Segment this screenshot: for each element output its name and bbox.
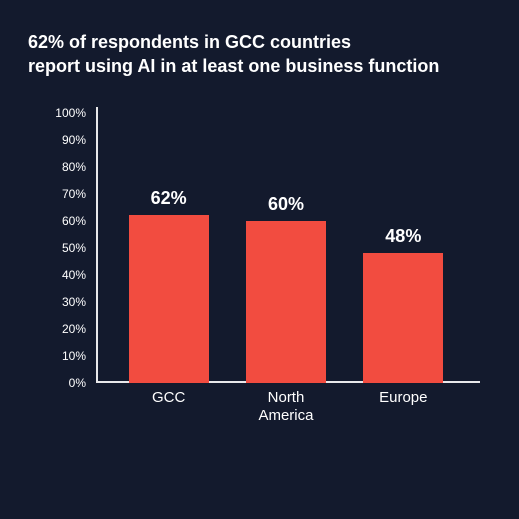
bar-slot: 60% [228, 194, 344, 383]
y-tick: 50% [46, 241, 86, 255]
y-tick: 90% [46, 133, 86, 147]
bar-slot: 48% [345, 226, 461, 383]
bar-value-label: 60% [268, 194, 304, 215]
y-tick: 70% [46, 187, 86, 201]
title-line-1: 62% of respondents in GCC countries [28, 30, 491, 54]
bar-value-label: 48% [385, 226, 421, 247]
bars-container: 62% 60% 48% [96, 113, 476, 383]
bar-value-label: 62% [151, 188, 187, 209]
bar [129, 215, 209, 382]
bar-chart: 0%10%20%30%40%50%60%70%80%90%100% 62%60%… [46, 113, 476, 413]
chart-canvas: 62% of respondents in GCC countries repo… [0, 0, 519, 519]
y-tick: 30% [46, 295, 86, 309]
x-axis-label: GCC [111, 389, 227, 425]
y-tick: 60% [46, 214, 86, 228]
y-tick: 0% [46, 376, 86, 390]
bar [246, 221, 326, 383]
y-tick: 80% [46, 160, 86, 174]
chart-title: 62% of respondents in GCC countries repo… [28, 30, 491, 79]
y-axis: 0%10%20%30%40%50%60%70%80%90%100% [46, 113, 96, 383]
y-tick: 40% [46, 268, 86, 282]
x-labels: GCCNorth AmericaEurope [96, 389, 476, 425]
bar-slot: 62% [111, 188, 227, 382]
bar [363, 253, 443, 383]
y-tick: 100% [46, 106, 86, 120]
x-axis-label: Europe [345, 389, 461, 425]
x-axis-label: North America [228, 389, 344, 425]
title-line-2: report using AI in at least one business… [28, 54, 491, 78]
y-tick: 10% [46, 349, 86, 363]
y-tick: 20% [46, 322, 86, 336]
